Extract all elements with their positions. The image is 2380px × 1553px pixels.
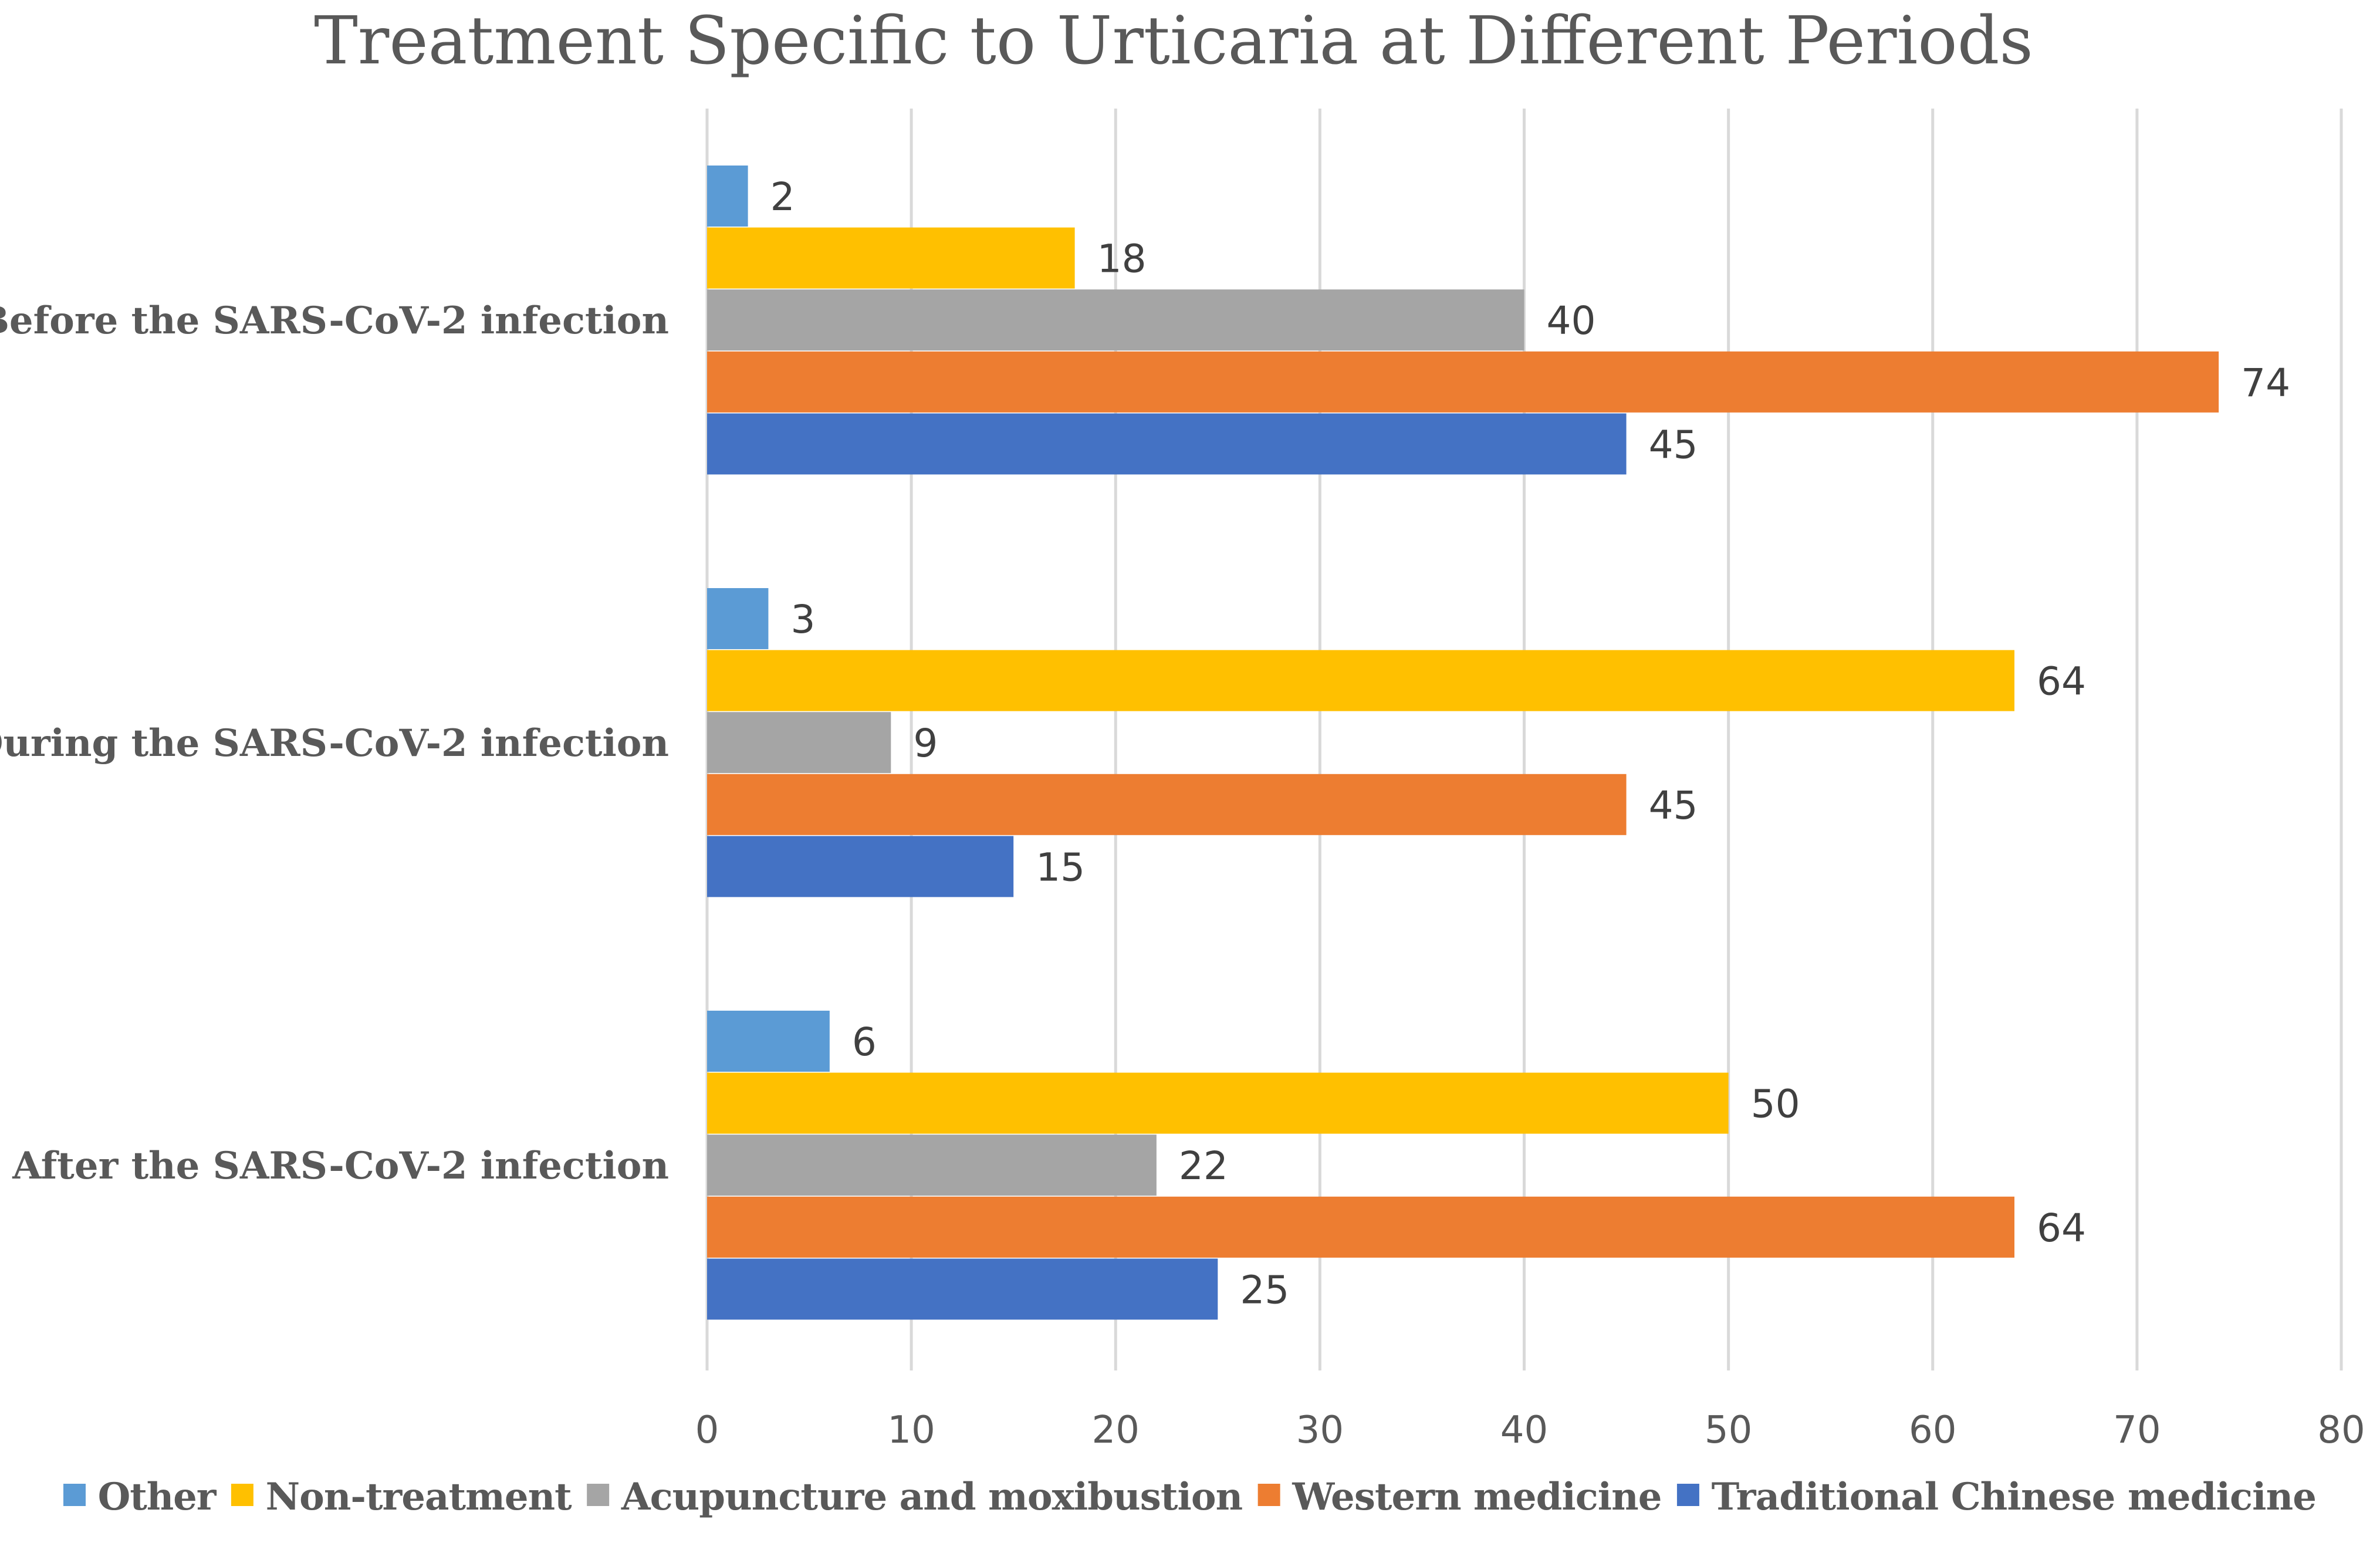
x-tick-label: 60 (1909, 1409, 1956, 1452)
legend-swatch (1676, 1484, 1699, 1506)
bar (707, 413, 1627, 475)
bar (707, 650, 2014, 711)
bar (707, 1135, 1157, 1196)
legend-label: Traditional Chinese medicine (1712, 1475, 2317, 1519)
bars (707, 166, 2219, 1320)
legend-item: Western medicine (1257, 1475, 1662, 1519)
data-label: 18 (1097, 237, 1147, 282)
legend-item: Traditional Chinese medicine (1676, 1475, 2317, 1519)
bar (707, 588, 769, 649)
bar (707, 227, 1075, 289)
legend-swatch (587, 1484, 610, 1506)
bar (707, 712, 891, 774)
category-label: Before the SARS-CoV-2 infection (0, 299, 669, 343)
bar (707, 1072, 1729, 1134)
x-tick-label: 30 (1296, 1409, 1344, 1452)
legend-swatch (231, 1484, 253, 1506)
legend: Other Non-treatment Acupuncture and moxibu… (63, 1475, 2317, 1519)
legend-swatch (1257, 1484, 1280, 1506)
data-label: 15 (1036, 845, 1085, 890)
data-label: 22 (1179, 1143, 1228, 1189)
data-label: 45 (1649, 783, 1698, 828)
data-label: 2 (770, 174, 795, 220)
legend-label: Acupuncture and moxibustion (621, 1475, 1243, 1519)
data-label: 45 (1649, 422, 1698, 467)
bar (707, 1258, 1218, 1320)
x-tick-label: 70 (2113, 1409, 2161, 1452)
data-label: 25 (1240, 1267, 1289, 1312)
legend-item: Non-treatment (231, 1475, 572, 1519)
bar (707, 774, 1627, 835)
x-tick-label: 50 (1705, 1409, 1752, 1452)
chart-title: Treatment Specific to Urticaria at Diffe… (314, 3, 2033, 79)
data-label: 64 (2037, 1206, 2086, 1251)
data-label: 50 (1751, 1082, 1800, 1127)
category-axis: Before the SARS-CoV-2 infection During th… (0, 299, 669, 1188)
data-label: 40 (1547, 298, 1596, 343)
legend-swatch (63, 1484, 86, 1506)
bar (707, 289, 1524, 351)
legend-label: Western medicine (1292, 1475, 1662, 1519)
bar (707, 166, 748, 227)
category-label: During the SARS-CoV-2 infection (0, 721, 669, 765)
bar (707, 836, 1014, 897)
x-tick-label: 20 (1092, 1409, 1140, 1452)
bar (707, 351, 2219, 413)
data-label: 6 (852, 1019, 877, 1065)
bar (707, 1196, 2014, 1258)
x-tick-label: 80 (2317, 1409, 2365, 1452)
bar (707, 1011, 830, 1072)
legend-item: Acupuncture and moxibustion (587, 1475, 1243, 1519)
x-tick-label: 0 (695, 1409, 719, 1452)
data-labels: 2 18 40 74 45 3 64 9 45 15 6 50 22 64 25 (770, 174, 2290, 1312)
category-label: After the SARS-CoV-2 infection (12, 1144, 669, 1188)
data-label: 3 (790, 597, 815, 642)
legend-item: Other (63, 1475, 217, 1519)
data-label: 64 (2037, 659, 2086, 704)
x-tick-label: 10 (887, 1409, 935, 1452)
x-tick-label: 40 (1500, 1409, 1548, 1452)
data-label: 9 (913, 721, 938, 766)
legend-label: Other (98, 1475, 217, 1519)
value-axis: 0 10 20 30 40 50 60 70 80 (695, 1409, 2365, 1452)
legend-label: Non-treatment (266, 1475, 573, 1519)
data-label: 74 (2241, 360, 2290, 406)
